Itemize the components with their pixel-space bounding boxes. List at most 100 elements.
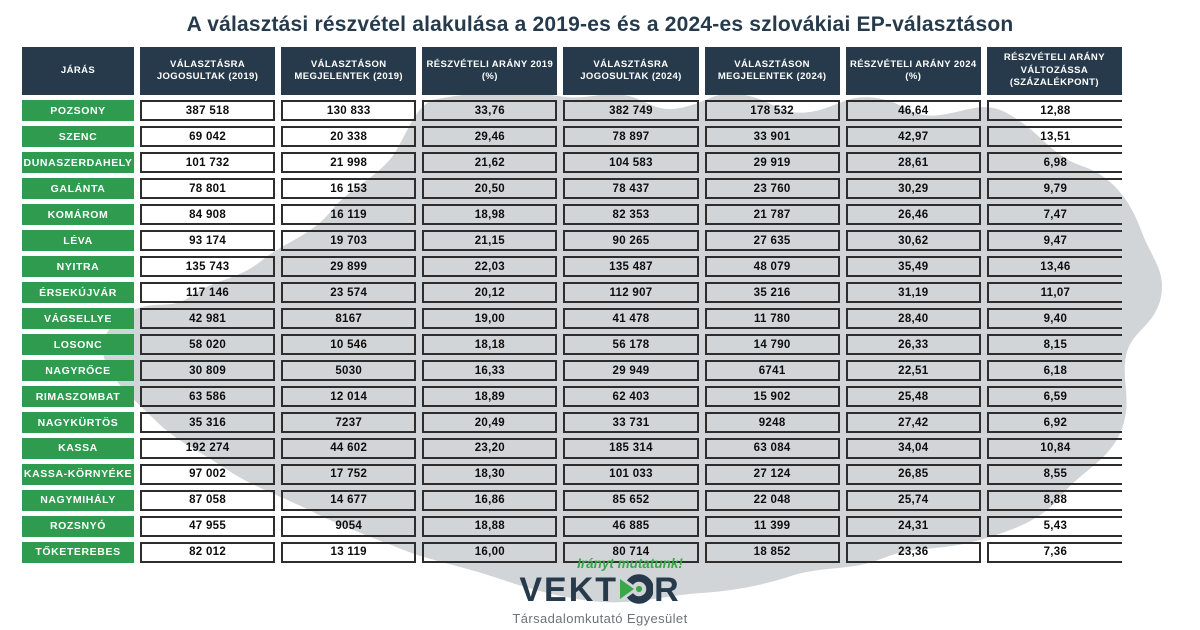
value-cell: 42 981 — [140, 308, 276, 329]
column-header-7: RÉSZVÉTELI ARÁNY VÁLTOZÁSSA (SZÁZALÉKPON… — [986, 47, 1122, 95]
value-cell: 9054 — [281, 516, 417, 537]
value-cell: 78 801 — [140, 178, 276, 199]
value-cell: 18 852 — [704, 542, 840, 563]
value-cell: 20 338 — [281, 126, 417, 147]
value-cell: 6,18 — [986, 360, 1122, 381]
footer: Irányt mutatunk! VEKT R Társadalomkutató… — [0, 556, 1200, 626]
value-cell: 13,46 — [986, 256, 1122, 277]
value-cell: 23 574 — [281, 282, 417, 303]
value-cell: 20,50 — [422, 178, 558, 199]
value-cell: 11 399 — [704, 516, 840, 537]
value-cell: 13 119 — [281, 542, 417, 563]
value-cell: 16,86 — [422, 490, 558, 511]
district-label: KASSA-KÖRNYÉKE — [22, 464, 134, 485]
value-cell: 192 274 — [140, 438, 276, 459]
value-cell: 87 058 — [140, 490, 276, 511]
value-cell: 16,33 — [422, 360, 558, 381]
district-label: ÉRSEKÚJVÁR — [22, 282, 134, 303]
value-cell: 27 124 — [704, 464, 840, 485]
value-cell: 6,92 — [986, 412, 1122, 433]
value-cell: 18,18 — [422, 334, 558, 355]
value-cell: 5,43 — [986, 516, 1122, 537]
value-cell: 84 908 — [140, 204, 276, 225]
value-cell: 9248 — [704, 412, 840, 433]
column-header-3: RÉSZVÉTELI ARÁNY 2019 (%) — [422, 47, 558, 95]
value-cell: 104 583 — [563, 152, 699, 173]
value-cell: 34,04 — [845, 438, 981, 459]
value-cell: 14 790 — [704, 334, 840, 355]
value-cell: 44 602 — [281, 438, 417, 459]
value-cell: 48 079 — [704, 256, 840, 277]
value-cell: 30 809 — [140, 360, 276, 381]
district-label: SZENC — [22, 126, 134, 147]
value-cell: 56 178 — [563, 334, 699, 355]
brand-subtitle: Társadalomkutató Egyesület — [512, 611, 688, 626]
value-cell: 11,07 — [986, 282, 1122, 303]
value-cell: 29 919 — [704, 152, 840, 173]
value-cell: 25,48 — [845, 386, 981, 407]
value-cell: 10,84 — [986, 438, 1122, 459]
vektor-logo: VEKT R — [0, 571, 1200, 611]
value-cell: 47 955 — [140, 516, 276, 537]
value-cell: 28,61 — [845, 152, 981, 173]
district-label: NAGYKÜRTÖS — [22, 412, 134, 433]
value-cell: 130 833 — [281, 100, 417, 121]
value-cell: 117 146 — [140, 282, 276, 303]
value-cell: 30,62 — [845, 230, 981, 251]
value-cell: 27,42 — [845, 412, 981, 433]
value-cell: 18,30 — [422, 464, 558, 485]
value-cell: 18,89 — [422, 386, 558, 407]
value-cell: 30,29 — [845, 178, 981, 199]
value-cell: 90 265 — [563, 230, 699, 251]
value-cell: 7,47 — [986, 204, 1122, 225]
value-cell: 7237 — [281, 412, 417, 433]
value-cell: 46 885 — [563, 516, 699, 537]
value-cell: 46,64 — [845, 100, 981, 121]
value-cell: 12,88 — [986, 100, 1122, 121]
value-cell: 19,00 — [422, 308, 558, 329]
value-cell: 6,59 — [986, 386, 1122, 407]
value-cell: 8167 — [281, 308, 417, 329]
district-label: NAGYRŐCE — [22, 360, 134, 381]
value-cell: 27 635 — [704, 230, 840, 251]
value-cell: 382 749 — [563, 100, 699, 121]
value-cell: 387 518 — [140, 100, 276, 121]
value-cell: 101 732 — [140, 152, 276, 173]
value-cell: 69 042 — [140, 126, 276, 147]
value-cell: 63 586 — [140, 386, 276, 407]
value-cell: 78 897 — [563, 126, 699, 147]
district-label: LOSONC — [22, 334, 134, 355]
value-cell: 26,33 — [845, 334, 981, 355]
value-cell: 6,98 — [986, 152, 1122, 173]
value-cell: 22,51 — [845, 360, 981, 381]
value-cell: 8,15 — [986, 334, 1122, 355]
column-header-6: RÉSZVÉTELI ARÁNY 2024 (%) — [845, 47, 981, 95]
column-header-1: VÁLASZTÁSRA JOGOSULTAK (2019) — [140, 47, 276, 95]
value-cell: 14 677 — [281, 490, 417, 511]
value-cell: 33,76 — [422, 100, 558, 121]
value-cell: 10 546 — [281, 334, 417, 355]
value-cell: 15 902 — [704, 386, 840, 407]
district-label: NAGYMIHÁLY — [22, 490, 134, 511]
value-cell: 26,46 — [845, 204, 981, 225]
district-label: KOMÁROM — [22, 204, 134, 225]
value-cell: 16 119 — [281, 204, 417, 225]
page-title: A választási részvétel alakulása a 2019-… — [186, 13, 1014, 36]
brand-text-prefix: VEKT — [519, 571, 619, 610]
play-o-icon — [619, 573, 654, 613]
value-cell: 16 153 — [281, 178, 417, 199]
value-cell: 93 174 — [140, 230, 276, 251]
district-label: POZSONY — [22, 100, 134, 121]
value-cell: 62 403 — [563, 386, 699, 407]
value-cell: 7,36 — [986, 542, 1122, 563]
column-header-2: VÁLASZTÁSON MEGJELENTEK (2019) — [281, 47, 417, 95]
value-cell: 185 314 — [563, 438, 699, 459]
value-cell: 23 760 — [704, 178, 840, 199]
value-cell: 178 532 — [704, 100, 840, 121]
value-cell: 82 353 — [563, 204, 699, 225]
value-cell: 29 949 — [563, 360, 699, 381]
value-cell: 63 084 — [704, 438, 840, 459]
district-label: RIMASZOMBAT — [22, 386, 134, 407]
district-label: GALÁNTA — [22, 178, 134, 199]
